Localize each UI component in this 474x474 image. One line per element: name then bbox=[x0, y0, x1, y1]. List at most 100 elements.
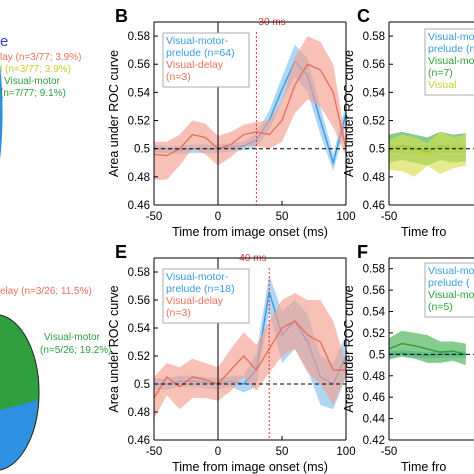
y-tick-label: 0.52 bbox=[363, 116, 385, 128]
pie-top-label-1: lay (n=3/77; 3.9%) bbox=[0, 52, 81, 63]
chart-panel-B: 30 ms0.460.480.50.520.540.560.58-50 0 50 10… bbox=[107, 17, 356, 239]
series-line-red bbox=[153, 63, 347, 157]
legend-entry: Visual-mo bbox=[428, 55, 474, 67]
y-axis-label: Area under ROC curve bbox=[342, 50, 356, 177]
x-axis-label: Time fro bbox=[401, 225, 446, 239]
pie-bottom-wedge-blue bbox=[0, 400, 38, 470]
legend-box bbox=[424, 28, 474, 96]
panel-letter-C: C bbox=[357, 6, 370, 26]
chart-panels: 30 ms0.460.480.50.520.540.560.58-50 0 50 10… bbox=[107, 17, 474, 474]
y-tick-label: 0.54 bbox=[128, 87, 151, 99]
legend-entry: prelude (n=18) bbox=[166, 283, 235, 295]
y-tick-label: 0.58 bbox=[128, 31, 150, 43]
y-tick-label: 0.44 bbox=[363, 414, 386, 426]
pie-top-label-2: l (n=3/77; 3.9%) bbox=[0, 64, 71, 75]
y-tick-label: 0.54 bbox=[363, 307, 386, 319]
panel-letter-F: F bbox=[357, 242, 368, 262]
series-band-red bbox=[154, 36, 346, 180]
plot-area-C bbox=[389, 131, 466, 177]
y-tick-label: 0.46 bbox=[128, 200, 150, 212]
legend-entry: Visual-delay bbox=[166, 295, 224, 307]
y-tick-label: 0.54 bbox=[128, 323, 151, 335]
y-tick-label: 0.56 bbox=[128, 295, 150, 307]
y-tick-label: 0.46 bbox=[363, 392, 385, 404]
pie-top-partial-title: e bbox=[0, 33, 8, 50]
panel-letter-B: B bbox=[115, 6, 128, 26]
y-tick-label: 0.56 bbox=[128, 59, 150, 71]
pie-top-label-4: (n=7/77; 9.1%) bbox=[0, 88, 66, 99]
x-tick-label: -50 bbox=[381, 446, 398, 458]
legend-entry: Visual-delay bbox=[166, 59, 224, 71]
plot-area-F bbox=[389, 330, 466, 366]
y-tick-label: 0.5 bbox=[369, 349, 385, 361]
x-tick-label: 50 bbox=[276, 446, 289, 458]
pie-top-label-3: Visual-motor bbox=[4, 76, 61, 87]
plot-area-E bbox=[153, 274, 347, 419]
legend-entry: prelude (n=64) bbox=[166, 47, 235, 59]
left-pie-top: e lay (n=3/77; 3.9%) l (n=3/77; 3.9%) Vi… bbox=[0, 33, 81, 160]
pie-top-wedge bbox=[0, 65, 3, 160]
x-tick-label: 100 bbox=[336, 211, 355, 223]
y-tick-label: 0.48 bbox=[363, 371, 385, 383]
y-tick-label: 0.48 bbox=[128, 407, 150, 419]
series-line-green bbox=[389, 342, 466, 356]
y-tick-label: 0.52 bbox=[363, 328, 385, 340]
chart-panel-F: 0.42 0.44 0.46 0.48 0.5 0.52 0.54 0.56 0.58 -50Ti… bbox=[342, 257, 474, 474]
pie-bottom-wedge-outline bbox=[0, 314, 40, 471]
y-tick-label: 0.54 bbox=[363, 87, 386, 99]
legend-entry: Visual-mo bbox=[428, 289, 474, 301]
legend-entry: Visual bbox=[428, 79, 456, 91]
legend-entry: (n=3) bbox=[166, 71, 191, 83]
y-tick-label: 0.46 bbox=[363, 200, 385, 212]
legend-entry: Visual-motor- bbox=[166, 271, 229, 283]
x-axis-label: Time fro bbox=[401, 460, 446, 474]
y-axis-label: Area under ROC curve bbox=[107, 50, 121, 177]
legend-entry: (n=7) bbox=[428, 67, 453, 79]
y-tick-label: 0.58 bbox=[363, 264, 385, 276]
series-line-yellow bbox=[389, 147, 466, 156]
y-tick-label: 0.58 bbox=[128, 267, 150, 279]
x-tick-label: 50 bbox=[276, 211, 289, 223]
y-tick-label: 0.48 bbox=[128, 172, 150, 184]
y-axis-label: Area under ROC curve bbox=[342, 285, 356, 412]
chart-panel-E: 40 ms0.460.480.50.520.540.560.58-50 0 50 10… bbox=[107, 253, 356, 474]
pie-bottom-label-3: (n=5/26; 19.2%) bbox=[40, 345, 111, 356]
y-tick-label: 0.56 bbox=[363, 59, 385, 71]
y-tick-label: 0.56 bbox=[363, 285, 385, 297]
x-tick-label: 0 bbox=[215, 211, 221, 223]
x-tick-label: 100 bbox=[336, 446, 355, 458]
left-pie-bottom: elay (n=3/26; 11.5%) Visual-motor (n=5/2… bbox=[0, 286, 111, 471]
x-tick-label: 0 bbox=[215, 446, 221, 458]
x-axis-label: Time from image onset (ms) bbox=[172, 225, 328, 239]
x-tick-label: -50 bbox=[146, 446, 163, 458]
pie-bottom-label-2: Visual-motor bbox=[44, 332, 101, 343]
panel-letter-E: E bbox=[115, 242, 127, 262]
legend-box bbox=[162, 268, 250, 324]
legend-entry: (n=5) bbox=[428, 301, 453, 313]
y-tick-label: 0.46 bbox=[128, 435, 150, 447]
x-axis-label: Time from image onset (ms) bbox=[172, 460, 328, 474]
y-axis-label: Area under ROC curve bbox=[107, 285, 121, 412]
legend-entry: Visual-moto bbox=[428, 31, 474, 43]
y-tick-label: 0.5 bbox=[369, 144, 385, 156]
legend-entry: Visual-motor- bbox=[166, 35, 229, 47]
pie-bottom-label-1: elay (n=3/26; 11.5%) bbox=[0, 286, 92, 297]
series-line-red bbox=[153, 320, 346, 399]
series-band-green bbox=[389, 330, 466, 366]
y-tick-label: 0.48 bbox=[363, 172, 385, 184]
y-tick-label: 0.5 bbox=[134, 379, 150, 391]
y-tick-label: 0.52 bbox=[128, 116, 150, 128]
y-tick-label: 0.5 bbox=[134, 144, 150, 156]
y-tick-label: 0.42 bbox=[363, 435, 385, 447]
legend-entry: (n=3) bbox=[166, 307, 191, 319]
x-tick-label: -50 bbox=[146, 211, 163, 223]
x-tick-label: -50 bbox=[381, 211, 398, 223]
y-tick-label: 0.52 bbox=[128, 351, 150, 363]
legend-entry: prelude (n bbox=[428, 43, 474, 55]
y-tick-label: 0.58 bbox=[363, 31, 385, 43]
legend-entry: prelude ( bbox=[428, 277, 470, 289]
legend-box bbox=[162, 32, 250, 88]
legend-box bbox=[424, 262, 474, 318]
